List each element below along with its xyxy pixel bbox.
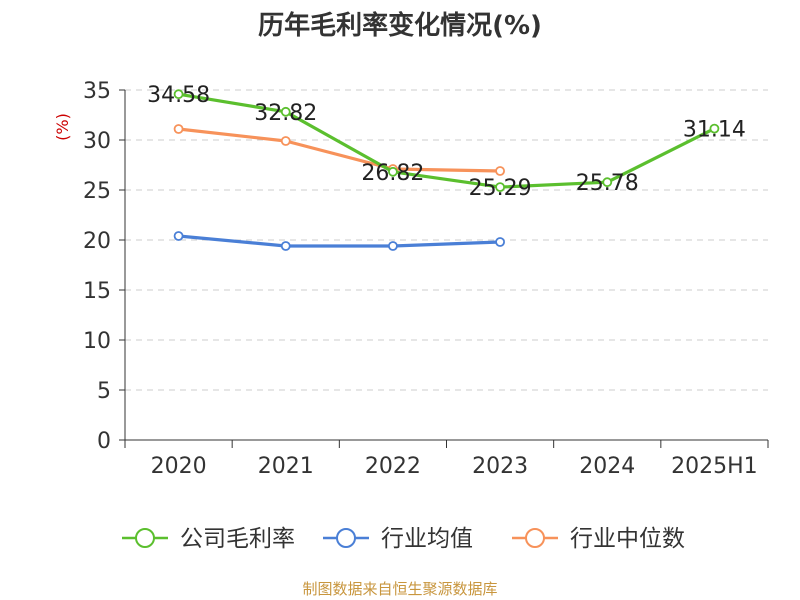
- data-label: 25.78: [576, 171, 639, 196]
- series-line: [178, 127, 501, 173]
- legend-label: 行业均值: [381, 526, 473, 552]
- data-point: [495, 182, 505, 193]
- legend-marker: [336, 528, 356, 548]
- data-label: 31.14: [683, 118, 746, 143]
- legend-item[interactable]: 行业中位数: [512, 526, 685, 552]
- data-point: [709, 123, 720, 134]
- data-point: [280, 106, 291, 117]
- y-tick-label: 30: [83, 129, 111, 154]
- data-point: [173, 124, 184, 134]
- x-tick-label: 2022: [365, 454, 421, 479]
- grid-lines: [125, 89, 768, 391]
- data-label: 32.82: [254, 101, 317, 126]
- data-label: 34.58: [147, 83, 210, 108]
- data-point: [602, 177, 613, 188]
- y-tick-label: 0: [97, 429, 111, 454]
- legend-item[interactable]: 公司毛利率: [122, 526, 295, 552]
- data-point: [388, 241, 398, 251]
- y-tick-label: 20: [83, 229, 111, 254]
- legend-marker: [135, 528, 155, 548]
- legend-item[interactable]: 行业均值: [323, 526, 473, 552]
- y-axis-label: (%): [53, 113, 72, 141]
- y-tick-label: 35: [83, 79, 111, 104]
- series-layer: [173, 89, 720, 251]
- legend-label: 行业中位数: [570, 526, 685, 552]
- legend-marker: [525, 528, 545, 548]
- axes: 0 5 10 15 20 25 30 35 2020 2021 2022 2023 2024 2025H1: [83, 79, 769, 479]
- y-tick-label: 10: [83, 329, 111, 354]
- x-tick-label: 2023: [472, 454, 528, 479]
- data-point: [495, 237, 505, 247]
- data-point: [495, 166, 505, 176]
- data-point: [173, 231, 184, 241]
- series-line: [178, 234, 501, 248]
- legend[interactable]: 公司毛利率 行业均值 行业中位数: [122, 526, 685, 552]
- data-point: [388, 166, 398, 177]
- data-point: [280, 241, 291, 251]
- x-tick-label: 2020: [151, 454, 207, 479]
- data-label: 26.82: [361, 161, 424, 186]
- y-tick-label: 15: [83, 279, 111, 304]
- series-line: [178, 92, 716, 189]
- x-tick-label: 2025H1: [671, 454, 758, 479]
- y-tick-label: 25: [83, 179, 111, 204]
- legend-label: 公司毛利率: [180, 526, 295, 552]
- y-tick-label: 5: [97, 379, 111, 404]
- data-point: [280, 136, 291, 146]
- x-tick-label: 2021: [258, 454, 314, 479]
- x-tick-label: 2024: [579, 454, 635, 479]
- data-labels: 34.58 32.82 26.82 25.29 25.78 31.14: [147, 83, 746, 201]
- chart-title: 历年毛利率变化情况(%): [258, 10, 542, 41]
- data-point: [173, 89, 184, 100]
- data-label: 25.29: [469, 176, 532, 201]
- source-note: 制图数据来自恒生聚源数据库: [302, 580, 497, 598]
